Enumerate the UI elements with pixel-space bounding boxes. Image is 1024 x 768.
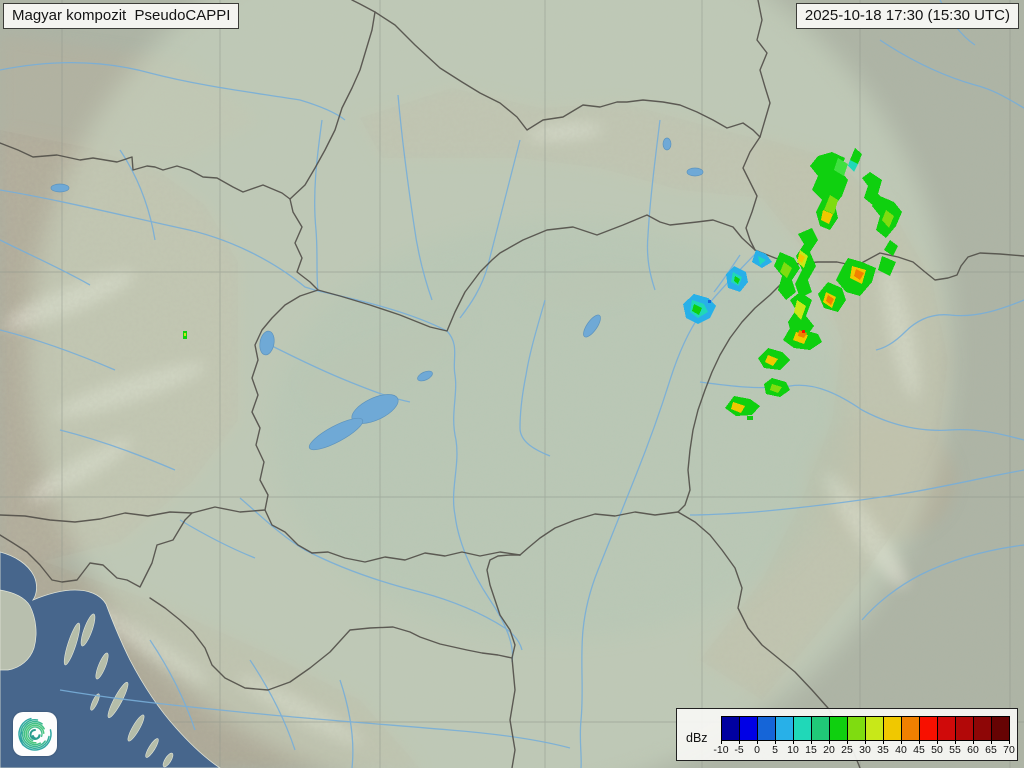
hungaromet-spiral-logo	[13, 712, 57, 756]
radar-coverage-area	[28, 0, 952, 768]
lake-balaton-west	[308, 417, 364, 451]
legend-tick-label: 0	[754, 744, 760, 756]
legend-tick	[811, 740, 812, 744]
legend-tick	[793, 740, 794, 744]
legend-tick-label: -5	[734, 744, 744, 756]
legend-color-scale	[721, 716, 1010, 741]
legend-tick	[775, 740, 776, 744]
legend-tick	[919, 740, 920, 744]
legend-tick-label: 50	[931, 744, 943, 756]
legend-tick	[829, 740, 830, 744]
legend-tick-label: 65	[985, 744, 997, 756]
legend-tick	[901, 740, 902, 744]
adriatic-sea	[0, 551, 221, 768]
legend-swatch	[758, 717, 776, 740]
legend-tick	[937, 740, 938, 744]
legend-tick	[991, 740, 992, 744]
legend-tick-label: 55	[949, 744, 961, 756]
reflectivity-legend: dBz -10 -5 0 5 10 15 20 25 30 35 40 45 50 55 60 65 70	[676, 708, 1018, 761]
lake-tisza	[583, 314, 601, 338]
legend-swatch	[902, 717, 920, 740]
legend-tick	[739, 740, 740, 744]
legend-swatch	[956, 717, 974, 740]
legend-tick-label: 35	[877, 744, 889, 756]
legend-tick-label: 20	[823, 744, 835, 756]
legend-swatch	[812, 717, 830, 740]
lake-neusiedl	[259, 330, 275, 356]
legend-tick	[1009, 740, 1010, 744]
legend-swatch	[740, 717, 758, 740]
legend-swatch	[794, 717, 812, 740]
legend-tick-label: 10	[787, 744, 799, 756]
legend-tick-label: 15	[805, 744, 817, 756]
legend-tick	[865, 740, 866, 744]
legend-tick	[955, 740, 956, 744]
legend-tick	[973, 740, 974, 744]
legend-tick-label: 30	[859, 744, 871, 756]
legend-tick-label: -10	[713, 744, 729, 756]
legend-tick-label: 25	[841, 744, 853, 756]
product-label: Magyar kompozit PseudoCAPPI	[3, 3, 240, 29]
legend-swatch	[722, 717, 740, 740]
legend-tick	[847, 740, 848, 744]
legend-tick-label: 60	[967, 744, 979, 756]
legend-tick-label: 45	[913, 744, 925, 756]
legend-swatch	[884, 717, 902, 740]
legend-swatch	[920, 717, 938, 740]
legend-swatch	[992, 717, 1009, 740]
legend-swatch	[830, 717, 848, 740]
legend-tick	[757, 740, 758, 744]
legend-unit-label: dBz	[686, 731, 708, 745]
legend-tick-label: 5	[772, 744, 778, 756]
legend-swatch	[776, 717, 794, 740]
lakes	[50, 137, 704, 451]
legend-swatch	[866, 717, 884, 740]
legend-swatch	[974, 717, 992, 740]
lake-velence	[417, 370, 433, 382]
legend-tick-label: 40	[895, 744, 907, 756]
legend-swatch	[938, 717, 956, 740]
timestamp-label: 2025-10-18 17:30 (15:30 UTC)	[795, 3, 1019, 29]
radar-echoes	[183, 148, 902, 420]
legend-tick-label: 70	[1003, 744, 1015, 756]
legend-swatch	[848, 717, 866, 740]
legend-tick	[721, 740, 722, 744]
spiral-logo-graphic	[18, 717, 52, 751]
legend-tick	[883, 740, 884, 744]
